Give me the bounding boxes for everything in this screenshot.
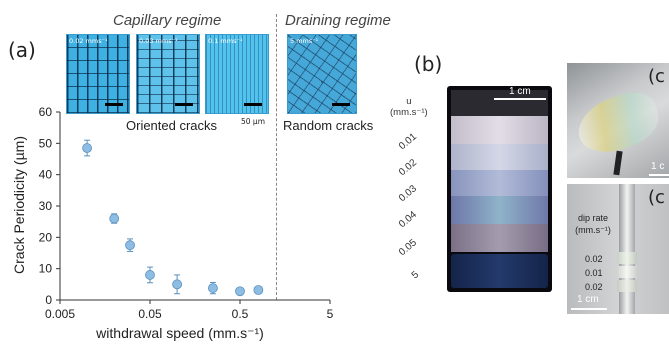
micrograph-scale-bar [175, 103, 193, 106]
stripe-band [451, 116, 548, 144]
micrograph-speed-label: 5 mms⁻¹ [290, 37, 319, 45]
y-tick-label: 60 [39, 105, 53, 119]
y-tick-label: 20 [39, 230, 53, 244]
dip-rate-legend: dip rate (mm.s⁻¹) [573, 212, 613, 236]
micrograph-0-03: 0.03 mms⁻¹ [136, 34, 200, 114]
dip-rate-value: 0.01 [585, 268, 603, 278]
data-point [235, 286, 245, 297]
panel-b-label: (b) [414, 52, 443, 76]
y-tick-label: 50 [39, 136, 53, 150]
dip-rate-title: dip rate [577, 213, 609, 223]
micrograph-0-02: 0.02 mms⁻¹ [66, 34, 130, 114]
oriented-cracks-caption: Oriented cracks [126, 118, 218, 133]
data-point [82, 143, 92, 153]
panel-a-label: (a) [8, 38, 36, 62]
curled-film-shape [570, 85, 666, 161]
stripe-band [451, 144, 548, 170]
capillary-regime-title: Capillary regime [113, 12, 222, 29]
panel-c2-label: (c [648, 187, 665, 208]
y-tick-label: 0 [45, 293, 52, 307]
data-point [208, 283, 218, 293]
micrograph-scale-bar [105, 103, 123, 106]
micrograph-speed-label: 0.02 mms⁻¹ [69, 37, 108, 45]
x-tick-label: 0.5 [232, 307, 249, 321]
micrograph-0-1: 0.1 mms⁻¹ [205, 34, 269, 114]
x-tick-label: 0.005 [45, 307, 75, 321]
chart-points [82, 139, 264, 297]
data-point [145, 270, 155, 280]
micrograph-speed-label: 0.1 mms⁻¹ [208, 37, 243, 45]
stripe-band [451, 196, 548, 224]
x-tick-label: 5 [327, 307, 334, 321]
fiber-coating-band [617, 266, 637, 278]
panel-c-scale-label-top: 1 c [651, 161, 665, 172]
dip-rate-value: 0.02 [585, 254, 603, 264]
panel-b-scale-label: 1 cm [509, 86, 531, 97]
micrograph-5: 5 mms⁻¹ [287, 34, 357, 114]
x-axis-label: withdrawal speed (mm.s⁻¹) [95, 325, 264, 341]
panel-c-scale-label-bottom: 1 cm [577, 294, 599, 305]
stripe-band [451, 170, 548, 196]
data-point [125, 240, 135, 251]
fiber-photo: dip rate (mm.s⁻¹) 0.02 0.01 0.02 1 cm [567, 184, 669, 314]
micrograph-scale-bar [244, 103, 262, 106]
micrograph-scale-bar [332, 103, 350, 106]
stripe-band [451, 224, 548, 252]
stripe-band [451, 90, 548, 116]
tweezer-tip [613, 150, 623, 176]
panel-c-scale-bar-top [649, 174, 669, 176]
y-tick-label: 30 [39, 199, 53, 213]
fiber-coating-band [617, 252, 637, 264]
panel-c-scale-bar-bottom [571, 308, 607, 310]
y-tick-label: 40 [39, 168, 53, 182]
panel-b-axis-u: u [406, 96, 412, 107]
coated-slide-photo: 1 cm [447, 86, 552, 292]
random-cracks-caption: Random cracks [283, 118, 374, 133]
flexible-film-photo: 1 c [567, 63, 669, 178]
chart-ticks: 0 10 20 30 40 50 60 0.005 0.05 0.5 5 [39, 105, 334, 321]
fiber-coating-band [617, 280, 637, 292]
panel-c-label: (c [648, 66, 665, 87]
panel-b-axis-unit: (mm.s⁻¹) [390, 107, 428, 118]
dip-rate-unit: (mm.s⁻¹) [575, 225, 611, 235]
data-point [253, 285, 264, 295]
glass-fiber [619, 184, 635, 314]
x-tick-label: 0.05 [138, 307, 162, 321]
dip-rate-value: 0.02 [585, 282, 603, 292]
y-axis-label: Crack Periodicity (µm) [11, 136, 27, 274]
panel-b-scale-bar [494, 98, 546, 100]
panel-b-axis-title: u (mm.s⁻¹) [390, 96, 428, 118]
data-point [172, 279, 182, 290]
micrograph-speed-label: 0.03 mms⁻¹ [139, 37, 178, 45]
chart-axes [59, 112, 330, 301]
data-point [109, 213, 120, 224]
y-tick-label: 10 [39, 262, 53, 276]
stripe-band [451, 254, 548, 288]
micrograph-scale-text: 50 µm [241, 117, 266, 126]
regime-divider-line [276, 14, 277, 300]
draining-regime-title: Draining regime [285, 12, 391, 29]
